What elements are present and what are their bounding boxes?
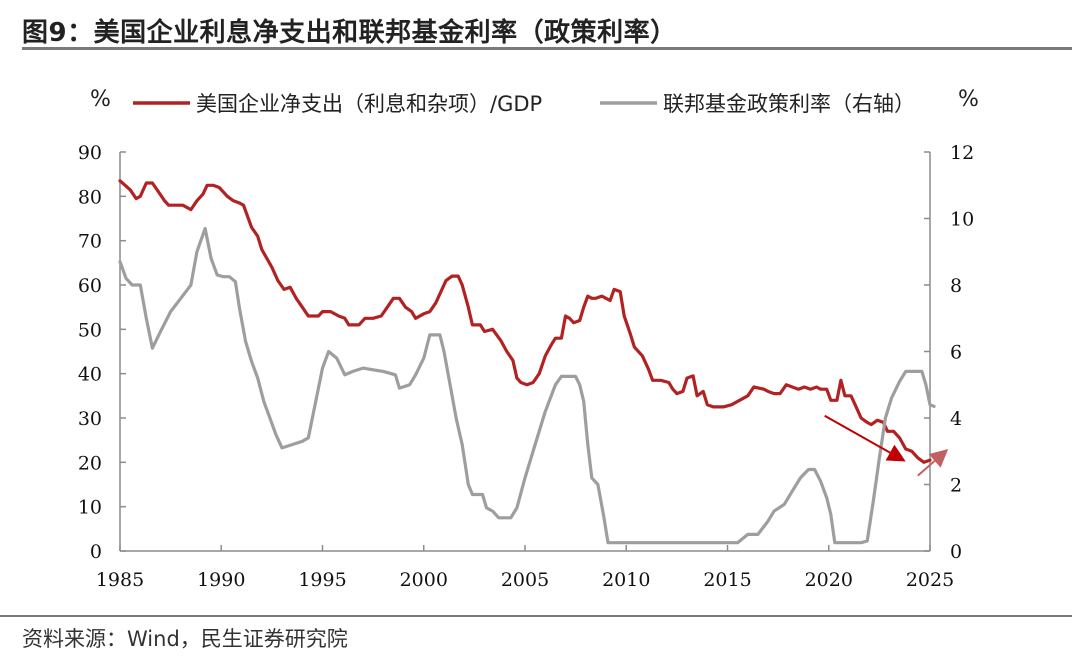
- left-tick-label: 70: [78, 231, 102, 253]
- x-tick-label: 2020: [805, 569, 853, 591]
- corporate-net-interest-line: [118, 179, 932, 464]
- right-tick-label: 10: [950, 209, 974, 231]
- x-tick-label: 1985: [96, 569, 144, 591]
- x-tick-label: 2005: [501, 569, 549, 591]
- right-tick-label: 2: [950, 475, 962, 497]
- legend: 美国企业净支出（利息和杂项）/GDP 联邦基金政策利率（右轴）: [133, 92, 915, 116]
- legend-label-fed-funds-rate: 联邦基金政策利率（右轴）: [663, 92, 915, 116]
- x-axis-ticks: 1985 1990 1995 2000 2005 2010 2015 2020 2025: [96, 545, 954, 591]
- right-tick-label: 12: [950, 142, 974, 164]
- x-tick-label: 2025: [906, 569, 954, 591]
- title-rule: [22, 47, 1072, 50]
- footer-rule: [0, 615, 1072, 617]
- x-tick-label: 2000: [400, 569, 448, 591]
- right-tick-label: 6: [950, 342, 962, 364]
- figure-title: 图9：美国企业利息净支出和联邦基金利率（政策利率）: [22, 18, 677, 48]
- right-axis-ticks: 0 2 4 6 8 10 12: [924, 142, 974, 563]
- x-tick-label: 2010: [602, 569, 650, 591]
- annotation-layer: [824, 414, 949, 477]
- x-tick-label: 2015: [703, 569, 751, 591]
- left-tick-label: 50: [78, 319, 102, 341]
- trend-arrow-down-shaft: [824, 414, 891, 454]
- left-tick-label: 40: [78, 364, 102, 386]
- trend-arrow-up-shaft: [917, 460, 936, 477]
- left-tick-label: 20: [78, 452, 102, 474]
- left-axis-ticks: 0 10 20 30 40 50 60 70 80 90: [78, 142, 126, 563]
- left-tick-label: 80: [78, 186, 102, 208]
- x-tick-label: 1990: [197, 569, 245, 591]
- trend-arrow-up-head: [928, 449, 949, 468]
- left-tick-label: 0: [90, 541, 102, 563]
- right-tick-label: 4: [950, 408, 962, 430]
- axes: [119, 152, 931, 552]
- x-tick-label: 1995: [298, 569, 346, 591]
- right-tick-label: 8: [950, 275, 962, 297]
- left-tick-label: 90: [78, 142, 102, 164]
- left-tick-label: 60: [78, 275, 102, 297]
- left-axis-unit: %: [90, 87, 111, 112]
- source-note: 资料来源：Wind，民生证券研究院: [22, 627, 348, 651]
- left-tick-label: 30: [78, 408, 102, 430]
- fed-funds-rate-line: [118, 226, 936, 545]
- series-layer: [118, 179, 936, 545]
- legend-label-corporate-net-interest: 美国企业净支出（利息和杂项）/GDP: [196, 92, 542, 116]
- left-tick-label: 10: [78, 497, 102, 519]
- trend-arrow-down-head: [885, 444, 906, 462]
- right-axis-unit: %: [958, 87, 979, 112]
- right-tick-label: 0: [950, 541, 962, 563]
